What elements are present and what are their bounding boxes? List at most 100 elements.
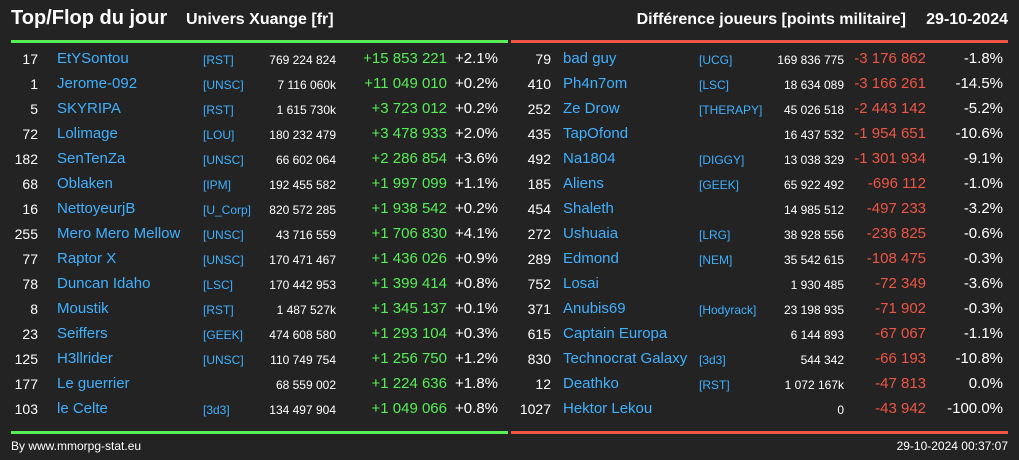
- alliance-tag-link[interactable]: [DIGGY]: [699, 153, 745, 167]
- player-points: 474 608 580: [269, 328, 336, 342]
- player-rank: 23: [22, 326, 38, 342]
- player-points: 1 487 527k: [276, 303, 336, 317]
- top-gainers-list: 17 EtYSontou [RST] 769 224 824 +15 853 221 +2…: [0, 47, 508, 422]
- player-name-link[interactable]: Le guerrier: [57, 375, 130, 392]
- metric-label: Différence joueurs [points militaire]: [636, 11, 906, 28]
- player-row: 12 Deathko [RST] 1 072 167k -47 813 0.0%: [511, 372, 1016, 397]
- player-name-link[interactable]: NettoyeurjB: [57, 200, 136, 217]
- alliance-tag-link[interactable]: [RST]: [699, 378, 730, 392]
- player-name-link[interactable]: Shaleth: [563, 200, 614, 217]
- player-name-link[interactable]: TapOfond: [563, 125, 629, 142]
- alliance-tag-link[interactable]: [GEEK]: [203, 328, 244, 342]
- percent-change: +0.8%: [455, 400, 498, 417]
- player-name-link[interactable]: Na1804: [563, 150, 616, 167]
- player-points: 13 038 329: [783, 153, 844, 167]
- player-points: 110 749 754: [270, 353, 336, 367]
- alliance-tag-link[interactable]: [LRG]: [699, 228, 731, 242]
- player-name-link[interactable]: Ushuaia: [563, 225, 619, 242]
- alliance-tag-link[interactable]: [3d3]: [699, 353, 726, 367]
- alliance-tag-link[interactable]: [UNSC]: [203, 353, 244, 367]
- player-name-link[interactable]: Deathko: [563, 375, 619, 392]
- player-name-link[interactable]: Ze Drow: [563, 100, 620, 117]
- alliance-tag-link[interactable]: [UNSC]: [203, 253, 244, 267]
- player-name-link[interactable]: le Celte: [57, 400, 108, 417]
- alliance-tag-link[interactable]: [UNSC]: [203, 78, 244, 92]
- alliance-tag-link[interactable]: [RST]: [203, 303, 234, 317]
- alliance-tag-link[interactable]: [LSC]: [203, 278, 234, 292]
- player-name-link[interactable]: Ph4n7om: [563, 75, 628, 92]
- player-name-link[interactable]: Mero Mero Mellow: [57, 225, 181, 242]
- player-rank: 72: [22, 126, 38, 142]
- alliance-tag-link[interactable]: [Hodyrack]: [699, 303, 757, 317]
- alliance-tag-link[interactable]: [LOU]: [203, 128, 235, 142]
- player-rank: 492: [527, 151, 551, 167]
- alliance-tag-link[interactable]: [UCG]: [699, 53, 733, 67]
- alliance-tag-link[interactable]: [THERAPY]: [699, 103, 763, 117]
- alliance-tag-link[interactable]: [GEEK]: [699, 178, 740, 192]
- universe-label: Univers Xuange [fr]: [186, 11, 334, 28]
- player-name-link[interactable]: Seiffers: [57, 325, 108, 342]
- player-name-link[interactable]: Losai: [563, 275, 599, 292]
- player-name-link[interactable]: EtYSontou: [57, 50, 129, 67]
- player-rank: 435: [527, 126, 551, 142]
- player-name-link[interactable]: bad guy: [563, 50, 617, 67]
- player-points: 14 985 512: [783, 203, 844, 217]
- player-rank: 125: [14, 351, 38, 367]
- player-rank: 272: [527, 226, 551, 242]
- player-rank: 68: [22, 176, 38, 192]
- points-difference: +1 224 636: [371, 375, 448, 392]
- player-rank: 1: [30, 76, 38, 92]
- alliance-tag-link[interactable]: [RST]: [203, 53, 234, 67]
- player-rank: 78: [22, 276, 38, 292]
- player-rank: 77: [22, 251, 38, 267]
- player-points: 170 442 953: [269, 278, 336, 292]
- player-name-link[interactable]: Anubis69: [563, 300, 626, 317]
- player-name-link[interactable]: Oblaken: [57, 175, 113, 192]
- player-name-link[interactable]: Hektor Lekou: [563, 400, 653, 417]
- alliance-tag-link[interactable]: [RST]: [203, 103, 234, 117]
- player-name-link[interactable]: Edmond: [563, 250, 619, 267]
- alliance-tag-link[interactable]: [U_Corp]: [203, 203, 252, 217]
- alliance-tag-link[interactable]: [IPM]: [203, 178, 232, 192]
- player-name-link[interactable]: SKYRIPA: [57, 100, 121, 117]
- player-rank: 103: [14, 401, 38, 417]
- points-difference: -1 954 651: [854, 125, 926, 142]
- player-points: 1 072 167k: [784, 378, 844, 392]
- alliance-tag-link[interactable]: [LSC]: [699, 78, 730, 92]
- player-name-link[interactable]: SenTenZa: [57, 150, 126, 167]
- player-points: 820 572 285: [269, 203, 336, 217]
- player-name-link[interactable]: Lolimage: [57, 125, 118, 142]
- percent-change: +1.8%: [455, 375, 498, 392]
- player-name-link[interactable]: H3llrider: [57, 350, 113, 367]
- alliance-tag-link[interactable]: [UNSC]: [203, 153, 244, 167]
- percent-change: +0.9%: [455, 250, 498, 267]
- alliance-tag-link[interactable]: [NEM]: [699, 253, 733, 267]
- player-name-link[interactable]: Raptor X: [57, 250, 117, 267]
- player-name-link[interactable]: Captain Europa: [563, 325, 668, 342]
- player-rank: 371: [527, 301, 551, 317]
- bottom-divider-green: [11, 431, 508, 434]
- player-points: 169 836 775: [777, 53, 844, 67]
- player-points: 180 232 479: [269, 128, 336, 142]
- player-row: 8 Moustik [RST] 1 487 527k +1 345 137 +0.1%: [0, 297, 508, 322]
- percent-change: -100.0%: [947, 400, 1003, 417]
- points-difference: +3 723 012: [371, 100, 448, 117]
- player-row: 255 Mero Mero Mellow [UNSC] 43 716 559 +1 70…: [0, 222, 508, 247]
- player-name-link[interactable]: Duncan Idaho: [57, 275, 151, 292]
- player-row: 77 Raptor X [UNSC] 170 471 467 +1 436 026 +0.…: [0, 247, 508, 272]
- alliance-tag-link[interactable]: [3d3]: [203, 403, 230, 417]
- alliance-tag-link[interactable]: [UNSC]: [203, 228, 244, 242]
- points-difference: -3 176 862: [854, 50, 926, 67]
- percent-change: -1.1%: [963, 325, 1003, 342]
- player-name-link[interactable]: Technocrat Galaxy: [563, 350, 688, 367]
- percent-change: +0.3%: [455, 325, 498, 342]
- source-link[interactable]: By www.mmorpg-stat.eu: [11, 439, 142, 453]
- player-points: 1 615 730k: [276, 103, 336, 117]
- player-row: 125 H3llrider [UNSC] 110 749 754 +1 256 750 +…: [0, 347, 508, 372]
- player-name-link[interactable]: Jerome-092: [57, 75, 138, 92]
- player-name-link[interactable]: Moustik: [57, 300, 109, 317]
- player-name-link[interactable]: Aliens: [563, 175, 604, 192]
- player-rank: 255: [14, 226, 38, 242]
- percent-change: -0.6%: [963, 225, 1003, 242]
- points-difference: -71 902: [875, 300, 926, 317]
